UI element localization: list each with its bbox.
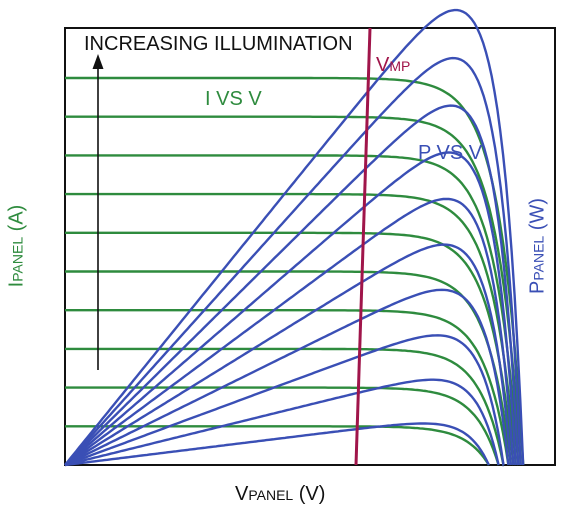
power-curve [64,104,520,466]
y-right-unit: (W) [526,198,549,236]
y-left-unit: (A) [5,204,28,237]
power-curve [64,288,510,467]
power-curve [64,422,490,467]
vmp-line [354,27,372,466]
x-axis-label: VPANEL (V) [235,483,325,506]
current-curve [65,347,505,467]
power-curve [64,334,505,467]
annotation-vmp: VMP [376,54,410,77]
power-curve [64,151,517,466]
y-axis-label-right: PPANEL (W) [527,198,550,294]
annotation-increasing-illumination: INCREASING ILLUMINATION [84,33,353,55]
power-curve [64,378,500,467]
current-curve [65,386,500,466]
current-curve [65,309,510,466]
power-curve [64,197,515,466]
current-curve [65,154,520,466]
current-curve [65,76,525,466]
y-left-main: I [5,281,28,288]
current-curve [65,192,517,466]
x-axis-label-sub: PANEL [248,487,294,503]
plot-frame [64,27,556,466]
annotation-i-vs-v: I VS V [205,88,262,110]
power-curve [64,243,513,467]
current-curve [65,425,490,466]
x-axis-label-unit: (V) [293,483,326,505]
power-curve [64,8,525,466]
vmp-sub: MP [389,58,411,74]
current-curve [65,115,522,466]
y-axis-label-left: IPANEL (A) [6,205,29,288]
y-left-sub: PANEL [9,236,26,282]
arrow-head-icon [92,54,104,69]
annotation-p-vs-v: P VS V [418,142,483,164]
power-curve [64,56,522,466]
y-right-sub: PANEL [530,235,547,281]
x-axis-label-main: V [235,483,249,505]
y-right-main: P [526,280,549,294]
current-curve [65,231,515,466]
vmp-main: V [376,54,390,76]
power-curves [64,8,525,467]
